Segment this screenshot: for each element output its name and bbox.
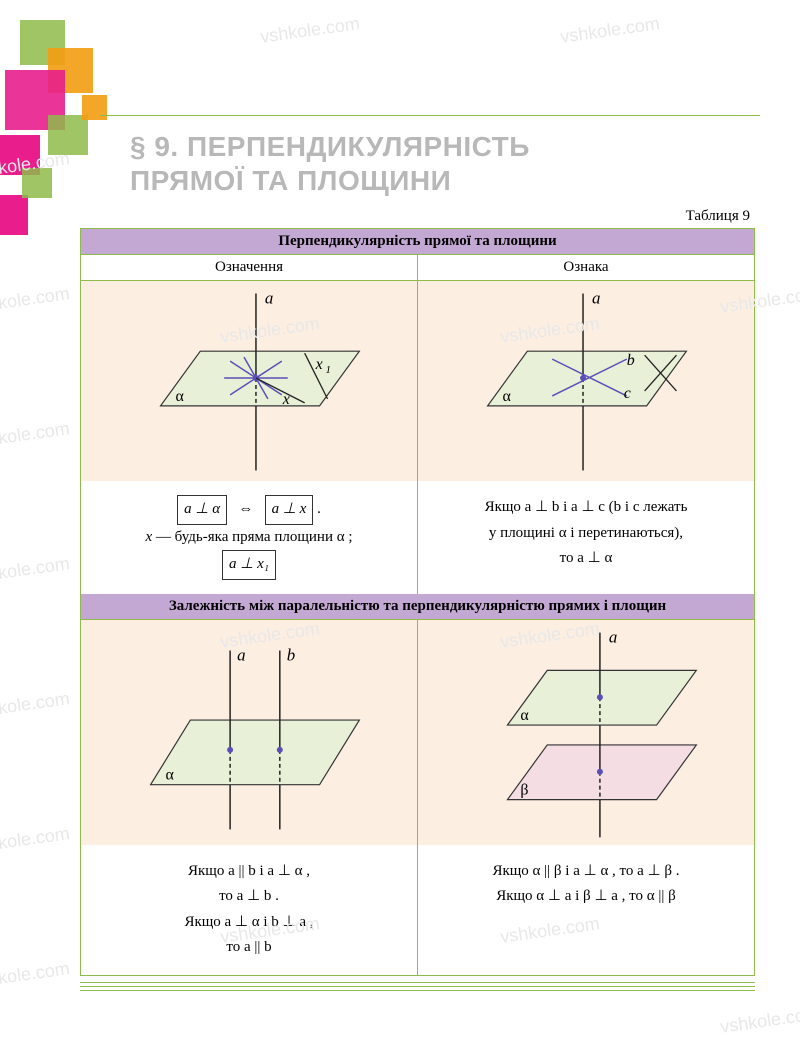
watermark: vshkole.com — [0, 553, 71, 588]
watermark: vshkole.com — [559, 13, 661, 48]
sec1-col2-sub: Ознака — [418, 255, 754, 281]
svg-text:a: a — [237, 645, 245, 664]
text4: Якщо α || β і a ⊥ α , то a ⊥ β . Якщо α … — [418, 845, 754, 924]
diagram1: a α x x 1 — [81, 281, 417, 481]
text1-arrow: ⇔ — [238, 501, 253, 517]
svg-text:β: β — [520, 781, 528, 798]
watermark: vshkole.com — [0, 688, 71, 723]
svg-text:x: x — [315, 356, 323, 373]
section1-header: Перпендикулярність прямої та площини — [81, 229, 754, 255]
watermark: vshkole.com — [0, 823, 71, 858]
svg-text:b: b — [287, 645, 295, 664]
section2-row: a b α a α — [81, 620, 754, 845]
section2-text-row: Якщо a || b і a ⊥ α , то a ⊥ b . Якщо a … — [81, 845, 754, 975]
text1-box1: a ⊥ α — [177, 495, 227, 525]
svg-text:a: a — [592, 288, 600, 307]
watermark: vshkole.com — [0, 958, 71, 993]
table-number: Таблиця 9 — [686, 208, 750, 225]
watermark: vshkole.com — [259, 13, 361, 48]
section2-col2: a α β — [418, 620, 754, 845]
text2-l2: у площині α і перетинаються), — [489, 525, 683, 541]
text1: a ⊥ α ⇔ a ⊥ x . x — будь-яка пряма площи… — [81, 481, 417, 594]
svg-text:α: α — [520, 707, 528, 724]
text3-l1: Якщо a || b і a ⊥ α , — [188, 863, 310, 879]
diagram3: a b α — [81, 620, 417, 845]
section1-col1: Означення a α — [81, 255, 418, 481]
watermark: vshkole.com — [719, 1003, 800, 1038]
text3-l3: Якщо a ⊥ α і b ⊥ a , — [184, 914, 313, 930]
text3-l4: то a || b — [226, 939, 271, 955]
watermark: vshkole.com — [0, 283, 71, 318]
section2-col1: a b α — [81, 620, 418, 845]
diagram4: a α β — [418, 620, 754, 845]
text3-l2: то a ⊥ b . — [219, 888, 279, 904]
text1-box3: a ⊥ x₁ — [222, 550, 276, 580]
svg-text:a: a — [609, 627, 617, 646]
title-line1: § 9. ПЕРПЕНДИКУЛЯРНІСТЬ — [130, 131, 530, 162]
text1-line2b: — будь-яка пряма площини α ; — [152, 529, 352, 545]
decorative-blocks — [0, 20, 130, 220]
sec1-text1: a ⊥ α ⇔ a ⊥ x . x — будь-яка пряма площи… — [81, 481, 418, 594]
svg-text:x: x — [282, 391, 290, 408]
svg-text:1: 1 — [326, 364, 331, 376]
sec2-text1: Якщо a || b і a ⊥ α , то a ⊥ b . Якщо a … — [81, 845, 418, 975]
section1-row: Означення a α — [81, 255, 754, 481]
section-title: § 9. ПЕРПЕНДИКУЛЯРНІСТЬ ПРЯМОЇ ТА ПЛОЩИН… — [130, 130, 530, 197]
text2-l1: Якщо a ⊥ b і a ⊥ c (b і c лежать — [485, 499, 688, 515]
title-line2: ПРЯМОЇ ТА ПЛОЩИНИ — [130, 165, 451, 196]
svg-text:α: α — [165, 766, 173, 783]
section1-col2: Ознака a α b c — [418, 255, 754, 481]
sec2-text2: Якщо α || β і a ⊥ α , то a ⊥ β . Якщо α … — [418, 845, 754, 975]
sec1-col1-sub: Означення — [81, 255, 417, 281]
text2: Якщо a ⊥ b і a ⊥ c (b і c лежать у площи… — [418, 481, 754, 586]
svg-text:a: a — [265, 288, 273, 307]
content-table: Перпендикулярність прямої та площини Озн… — [80, 228, 755, 976]
sec1-text2: Якщо a ⊥ b і a ⊥ c (b і c лежать у площи… — [418, 481, 754, 594]
section1-text-row: a ⊥ α ⇔ a ⊥ x . x — будь-яка пряма площи… — [81, 481, 754, 594]
svg-text:b: b — [627, 352, 635, 369]
text4-l2: Якщо α ⊥ a і β ⊥ a , то α || β — [496, 888, 676, 904]
section2-header: Залежність між паралельністю та перпенди… — [81, 594, 754, 620]
text2-l3: то a ⊥ α — [560, 550, 613, 566]
svg-text:c: c — [624, 385, 631, 402]
text3: Якщо a || b і a ⊥ α , то a ⊥ b . Якщо a … — [81, 845, 417, 975]
header-rule — [100, 115, 760, 116]
footer-rules — [80, 982, 755, 994]
text1-box2: a ⊥ x — [265, 495, 314, 525]
svg-text:α: α — [175, 388, 183, 405]
text4-l1: Якщо α || β і a ⊥ α , то a ⊥ β . — [492, 863, 679, 879]
diagram2: a α b c — [418, 281, 754, 481]
svg-text:α: α — [502, 388, 510, 405]
watermark: vshkole.com — [0, 418, 71, 453]
